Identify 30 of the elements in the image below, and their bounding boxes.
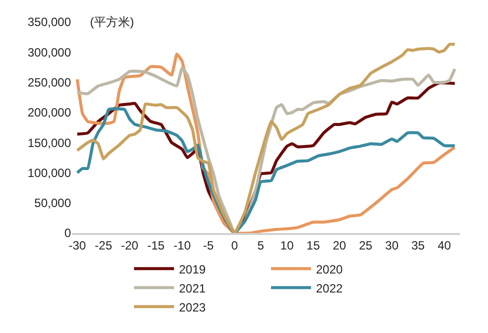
y-tick-label: 200,000	[28, 106, 72, 120]
x-tick-label: 35	[411, 238, 426, 252]
x-tick-label: 5	[257, 238, 264, 252]
line-series	[76, 107, 456, 233]
legend-label: 2022	[316, 281, 344, 296]
x-tick-label: -30	[68, 238, 86, 252]
y-tick-label: 300,000	[28, 45, 72, 60]
y-tick-label: 0	[64, 226, 72, 240]
y-tick-label: 50,000	[34, 196, 72, 210]
legend-label: 2020	[316, 262, 344, 276]
legend-label: 2019	[179, 262, 206, 276]
x-tick-label: -25	[94, 238, 112, 252]
x-tick-label: 0	[231, 238, 238, 252]
x-tick-label: 15	[306, 238, 320, 252]
x-tick-label: 10	[280, 238, 294, 252]
x-tick-label: -10	[173, 238, 192, 252]
legend-label: 2021	[179, 281, 206, 296]
legend-label: 2023	[179, 300, 206, 314]
y-tick-label: 150,000	[28, 136, 72, 150]
x-tick-label: -20	[121, 238, 139, 252]
y-tick-label: 250,000	[28, 75, 72, 90]
x-tick-label: 25	[358, 238, 373, 252]
y-tick-label: 350,000	[28, 15, 72, 30]
y-tick-label: 100,000	[28, 166, 72, 180]
y-axis-title: (平方米)	[90, 15, 134, 29]
x-tick-label: -15	[147, 238, 165, 252]
x-tick-label: 20	[332, 238, 346, 252]
x-tick-label: 30	[385, 238, 399, 252]
x-tick-label: -5	[202, 238, 214, 252]
x-tick-label: 40	[438, 238, 452, 252]
